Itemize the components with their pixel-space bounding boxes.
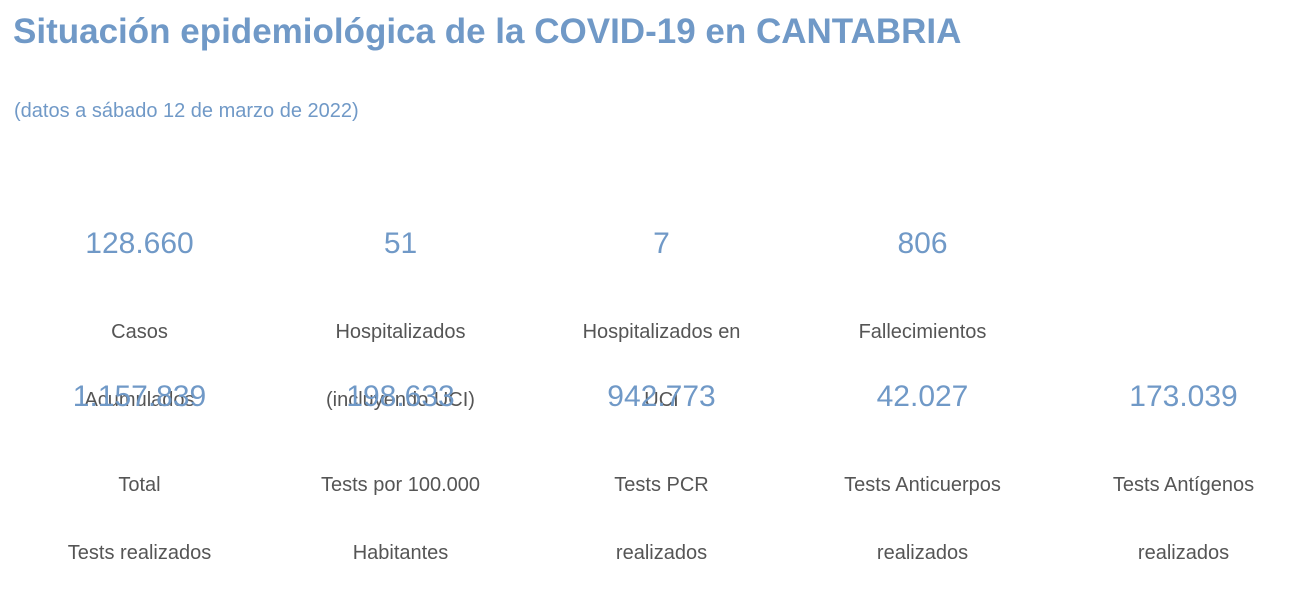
stat-label-line: Tests PCR — [614, 474, 709, 496]
stat-label: Casos Acumulados — [9, 281, 270, 451]
page-title: Situación epidemiológica de la COVID-19 … — [13, 12, 962, 51]
stats-grid: 128.660 Casos Acumulados 51 Hospitalizad… — [9, 224, 1298, 564]
stat-label-line: (incluyendo UCI) — [326, 389, 475, 411]
stat-label: Hospitalizados en UCI — [531, 281, 792, 451]
stat-label-line: Casos — [111, 321, 168, 343]
data-date-subtitle: (datos a sábado 12 de marzo de 2022) — [14, 100, 359, 122]
stat-label: Tests PCR realizados — [531, 434, 792, 604]
stat-label-line: Tests por 100.000 — [321, 474, 480, 496]
stat-label-line: Hospitalizados — [335, 321, 466, 343]
stat-antibody-tests: 42.027 Tests Anticuerpos realizados — [792, 377, 1053, 564]
stat-value: 198.633 — [346, 380, 455, 413]
stat-label-line: Hospitalizados en — [582, 321, 741, 343]
stat-value: 42.027 — [876, 380, 969, 413]
stat-label: Tests Antígenos realizados — [1053, 434, 1298, 604]
stat-value: 942.773 — [607, 380, 716, 413]
stat-value: 1.157.839 — [72, 380, 207, 413]
stat-label-line: Tests Anticuerpos — [844, 474, 1001, 496]
stats-row-tests: 1.157.839 Total Tests realizados 198.633… — [9, 377, 1298, 564]
stat-cumulative-cases: 128.660 Casos Acumulados — [9, 224, 270, 411]
stat-value: 806 — [897, 227, 948, 260]
stat-label-line: Habitantes — [352, 542, 449, 564]
stat-label-line: Acumulados — [84, 389, 195, 411]
stat-label: Hospitalizados (incluyendo UCI) — [270, 281, 531, 451]
stat-label-line: UCI — [644, 389, 679, 411]
stat-label-line: Fallecimientos — [858, 321, 987, 343]
stat-label: Total Tests realizados — [9, 434, 270, 604]
stat-pcr-tests: 942.773 Tests PCR realizados — [531, 377, 792, 564]
stat-label-line: Total — [118, 474, 161, 496]
stat-value: 51 — [383, 227, 418, 260]
stat-label-line: Tests Antígenos — [1112, 474, 1255, 496]
stat-hospitalized: 51 Hospitalizados (incluyendo UCI) — [270, 224, 531, 411]
stat-total-tests: 1.157.839 Total Tests realizados — [9, 377, 270, 564]
stat-value: 173.039 — [1129, 380, 1238, 413]
stat-label-line: Tests realizados — [67, 542, 212, 564]
stat-tests-per-100k: 198.633 Tests por 100.000 Habitantes — [270, 377, 531, 564]
stat-deaths: 806 Fallecimientos — [792, 224, 1053, 377]
stat-label: Tests Anticuerpos realizados — [792, 434, 1053, 604]
stat-label-line: realizados — [876, 542, 969, 564]
stat-value: 128.660 — [85, 227, 194, 260]
stat-antigen-tests: 173.039 Tests Antígenos realizados — [1053, 377, 1298, 564]
stat-label: Tests por 100.000 Habitantes — [270, 434, 531, 604]
stat-icu: 7 Hospitalizados en UCI — [531, 224, 792, 411]
stat-label-line: realizados — [615, 542, 708, 564]
stats-row-cases: 128.660 Casos Acumulados 51 Hospitalizad… — [9, 224, 1298, 411]
stat-label: Fallecimientos — [792, 281, 1053, 417]
stat-label-line: realizados — [1137, 542, 1230, 564]
stat-value: 7 — [653, 227, 670, 260]
